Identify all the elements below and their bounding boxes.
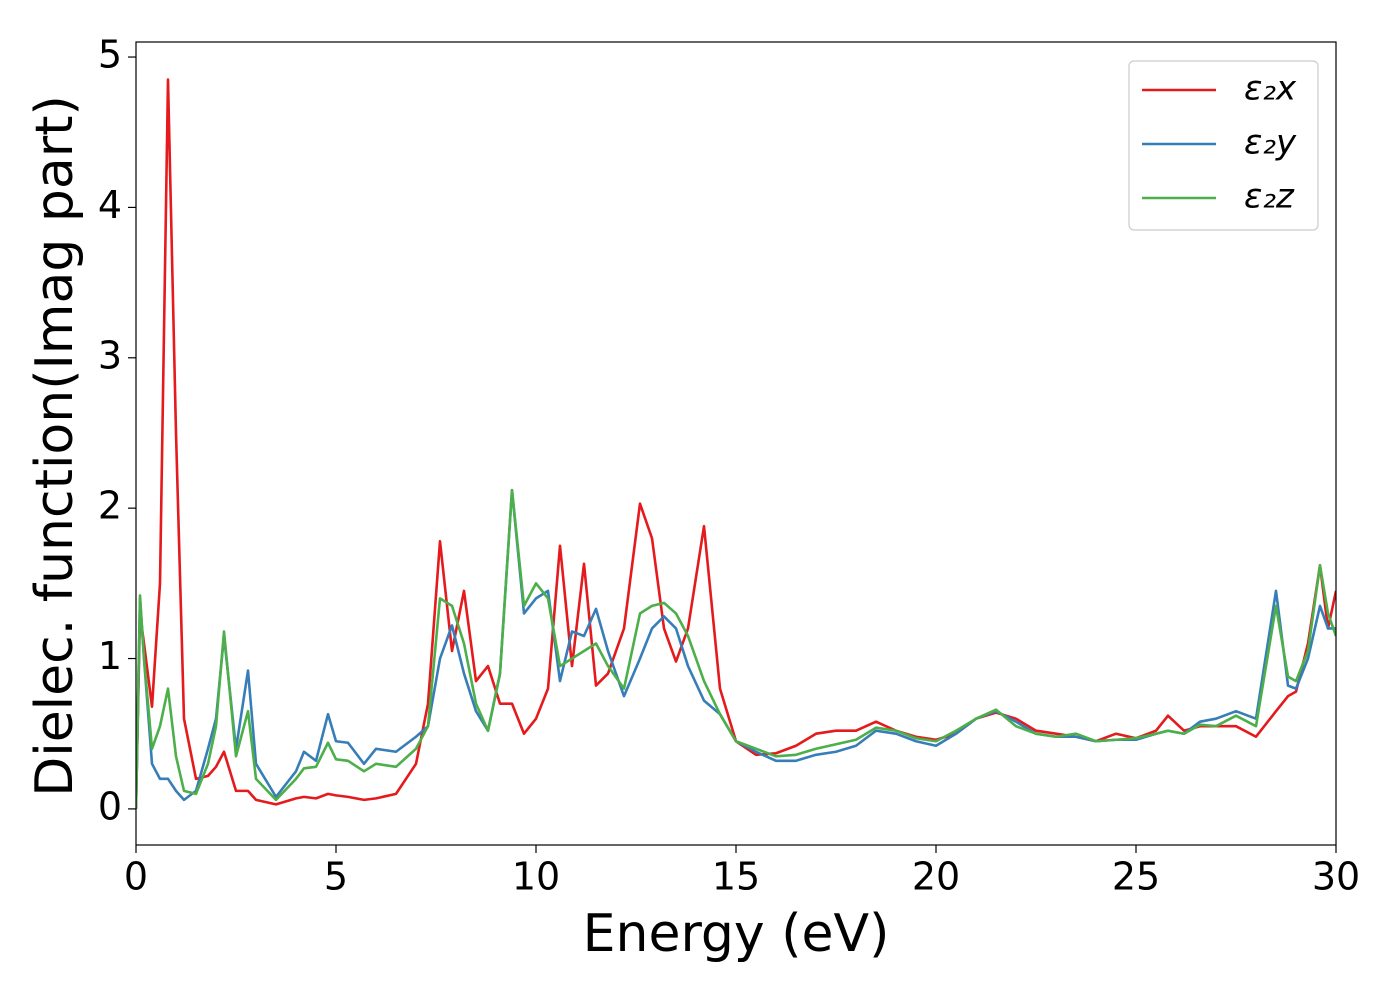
legend-label: ε₂z: [1244, 177, 1295, 217]
x-tick-label: 20: [912, 855, 960, 899]
x-tick-label: 30: [1312, 855, 1360, 899]
plot-frame: [135, 41, 1337, 846]
y-tick-label: 1: [98, 634, 122, 678]
y-tick-label: 3: [98, 333, 122, 377]
legend-label: ε₂x: [1244, 69, 1297, 109]
y-tick-label: 2: [98, 484, 122, 528]
x-tick-label: 10: [512, 855, 560, 899]
x-axis-label: Energy (eV): [583, 904, 890, 964]
legend-box: [1128, 60, 1319, 231]
x-tick-label: 5: [324, 855, 348, 899]
y-tick-label: 0: [98, 784, 122, 828]
y-axis-label: Dielec. function(Imag part): [25, 95, 85, 797]
legend-label: ε₂y: [1244, 123, 1297, 163]
x-tick-label: 0: [124, 855, 148, 899]
x-tick-label: 15: [712, 855, 760, 899]
series-line: [136, 488, 1336, 809]
x-tick-label: 25: [1112, 855, 1160, 899]
y-tick-label: 5: [98, 33, 122, 77]
series-line: [136, 488, 1336, 809]
y-tick-label: 4: [98, 183, 122, 227]
